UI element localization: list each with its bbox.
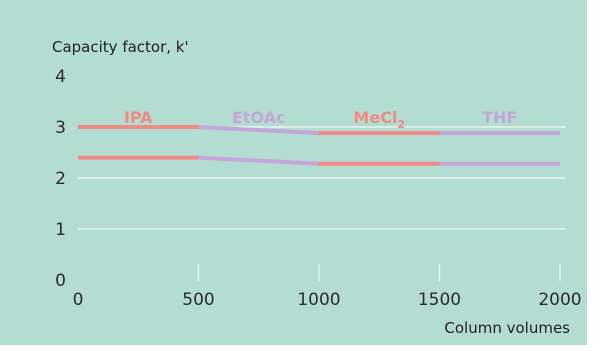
x-tick-label: 500 [182, 290, 214, 310]
solvent-label: EtOAc [232, 108, 286, 127]
y-tick-label: 4 [55, 67, 66, 87]
y-tick-label: 1 [55, 220, 66, 240]
series-lines [78, 125, 560, 166]
x-tick-label: 0 [73, 290, 84, 310]
y-tick-label: 2 [55, 169, 66, 189]
x-tick-marks [197, 264, 561, 281]
x-tick-label: 1000 [297, 290, 340, 310]
x-tick-labels: 0 500 1000 1500 2000 [73, 290, 582, 310]
y-tick-label: 0 [55, 271, 66, 291]
solvent-label: THF [482, 108, 517, 127]
x-tick-label: 2000 [538, 290, 581, 310]
solvent-labels: IPA EtOAc MeCl2 THF [124, 108, 517, 131]
series-2-segment [198, 155, 320, 166]
x-axis-title: Column volumes [444, 319, 570, 337]
solvent-label: MeCl2 [353, 108, 405, 131]
y-tick-label: 3 [55, 118, 66, 138]
x-tick-label: 1500 [418, 290, 461, 310]
series-1-segment [198, 125, 320, 136]
grid-lines [78, 126, 566, 230]
y-tick-labels: 0 1 2 3 4 [55, 67, 66, 291]
y-axis-title: Capacity factor, k' [52, 38, 189, 56]
solvent-label: IPA [124, 108, 153, 127]
chart-background [0, 0, 587, 345]
